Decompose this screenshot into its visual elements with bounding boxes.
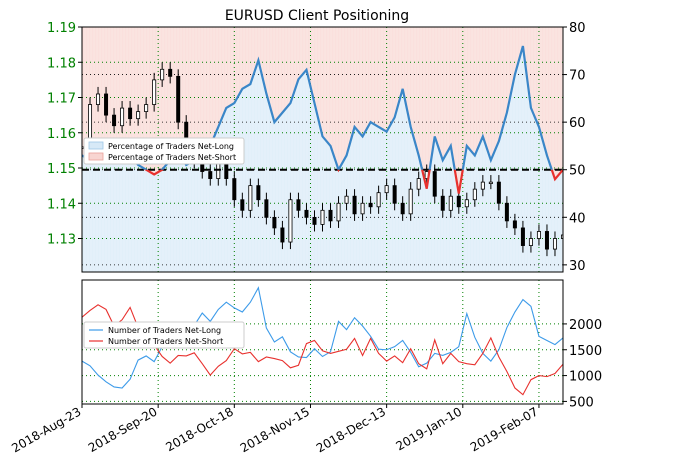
price-candle bbox=[232, 178, 237, 201]
bottom-panel-plot bbox=[82, 280, 563, 404]
price-candle bbox=[488, 181, 493, 185]
price-candle bbox=[96, 93, 101, 105]
price-candle bbox=[440, 195, 445, 211]
left-tick-label: 1.15 bbox=[47, 162, 76, 177]
price-candle bbox=[240, 199, 245, 211]
price-candle bbox=[152, 79, 157, 105]
right-tick-label: 60 bbox=[569, 116, 586, 131]
price-candle bbox=[136, 111, 141, 120]
price-candle bbox=[392, 185, 397, 204]
right-tick-label: 80 bbox=[569, 21, 586, 36]
left-tick-label: 1.18 bbox=[47, 56, 76, 71]
legend-label-number-net-short: Number of Traders Net-Short bbox=[108, 337, 223, 346]
legend-label-net-long: Percentage of Traders Net-Long bbox=[108, 142, 234, 151]
price-candle bbox=[408, 188, 413, 215]
price-candle bbox=[320, 209, 325, 225]
x-tick-label: 2018-Nov-15 bbox=[238, 404, 312, 455]
price-candle bbox=[528, 238, 533, 246]
x-tick-label: 2018-Oct-18 bbox=[163, 404, 235, 454]
price-candle bbox=[480, 181, 485, 190]
price-candle bbox=[328, 209, 333, 222]
price-candle bbox=[160, 68, 165, 81]
x-tick-label: 2018-Sep-20 bbox=[86, 404, 160, 455]
price-candle bbox=[264, 199, 269, 218]
price-candle bbox=[288, 199, 293, 243]
legend-swatch-net-short bbox=[88, 152, 104, 161]
price-candle bbox=[561, 234, 563, 239]
price-candle bbox=[208, 171, 213, 179]
price-candle bbox=[552, 238, 557, 250]
legend-label-net-short: Percentage of Traders Net-Short bbox=[108, 153, 236, 162]
price-candle bbox=[272, 216, 277, 229]
right-tick-label: 30 bbox=[569, 259, 586, 274]
price-candle bbox=[496, 181, 501, 204]
right-tick-label: 50 bbox=[569, 164, 586, 179]
chart-title: EURUSD Client Positioning bbox=[225, 8, 409, 24]
bottom-right-tick-label: 2000 bbox=[569, 318, 602, 333]
price-candle bbox=[368, 202, 373, 208]
right-tick-label: 70 bbox=[569, 69, 586, 84]
x-tick-label: 2018-Aug-23 bbox=[9, 404, 83, 455]
net-long-above bbox=[82, 45, 563, 170]
price-candle bbox=[448, 195, 453, 211]
left-tick-label: 1.17 bbox=[47, 92, 76, 107]
price-candle bbox=[104, 93, 109, 116]
price-candle bbox=[520, 227, 525, 246]
price-candle bbox=[376, 192, 381, 208]
price-candle bbox=[256, 185, 261, 201]
price-candle bbox=[344, 195, 349, 204]
bottom-legend-box bbox=[83, 321, 245, 349]
price-candle bbox=[536, 231, 541, 239]
price-candle bbox=[464, 199, 469, 208]
price-candle bbox=[504, 202, 509, 222]
price-candle bbox=[512, 220, 517, 229]
x-tick-label: 2019-Jan-10 bbox=[394, 404, 465, 453]
top-panel-frame bbox=[81, 26, 564, 273]
bottom-right-tick-label: 500 bbox=[569, 395, 594, 410]
right-tick-label: 40 bbox=[569, 211, 586, 226]
price-candle bbox=[296, 199, 301, 211]
price-candle bbox=[112, 114, 117, 127]
price-candle bbox=[176, 75, 181, 123]
price-candle bbox=[168, 68, 173, 77]
price-candle bbox=[384, 185, 389, 194]
left-tick-label: 1.14 bbox=[47, 197, 76, 212]
price-candle bbox=[336, 202, 341, 222]
left-tick-label: 1.13 bbox=[47, 233, 76, 248]
x-tick-label: 2018-Dec-13 bbox=[314, 404, 388, 455]
bottom-right-tick-label: 1000 bbox=[569, 370, 602, 385]
price-candle bbox=[312, 216, 317, 225]
price-candle bbox=[144, 104, 149, 113]
price-candle bbox=[352, 195, 357, 215]
price-candle bbox=[472, 188, 477, 201]
price-candle bbox=[120, 107, 125, 127]
price-candle bbox=[280, 227, 285, 243]
left-tick-label: 1.19 bbox=[47, 21, 76, 36]
legend-swatch-net-long bbox=[88, 141, 104, 150]
number-net-short-line bbox=[82, 304, 563, 396]
price-candle bbox=[400, 202, 405, 215]
top-legend-box bbox=[83, 137, 245, 165]
bottom-panel-frame bbox=[81, 279, 564, 405]
price-candle bbox=[544, 231, 549, 250]
legend-label-number-net-long: Number of Traders Net-Long bbox=[108, 326, 221, 335]
price-candle bbox=[304, 209, 309, 218]
price-candle bbox=[128, 107, 133, 120]
price-candle bbox=[360, 202, 365, 215]
bottom-right-tick-label: 1500 bbox=[569, 344, 602, 359]
left-tick-label: 1.16 bbox=[47, 127, 76, 142]
x-tick-label: 2019-Feb-07 bbox=[468, 404, 541, 454]
net-long-line bbox=[82, 45, 563, 170]
price-candle bbox=[456, 195, 461, 208]
price-candle bbox=[416, 178, 421, 190]
price-candle bbox=[248, 185, 253, 211]
price-candle bbox=[432, 171, 437, 197]
